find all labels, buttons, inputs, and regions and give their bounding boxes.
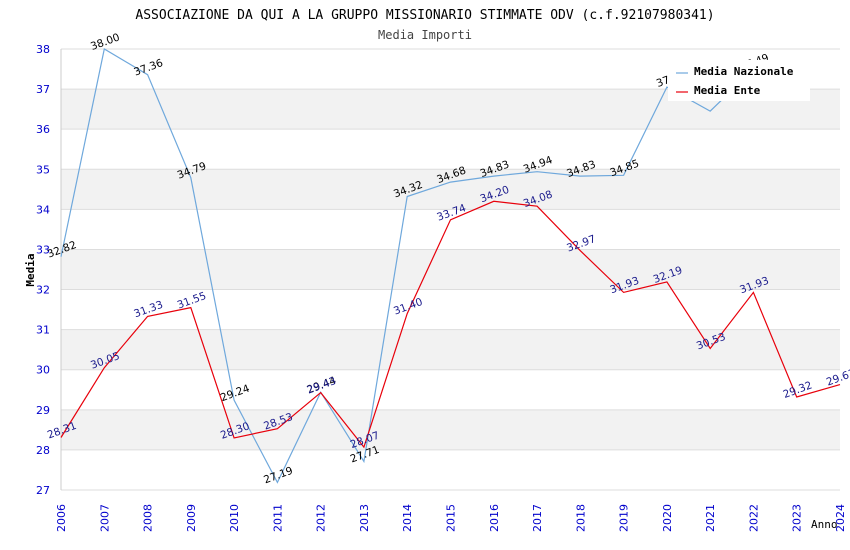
x-tick-label: 2018 — [574, 504, 587, 532]
data-label: 29.24 — [219, 382, 252, 404]
data-label: 27.19 — [262, 465, 294, 487]
data-label: 37.36 — [132, 57, 165, 79]
x-tick-label: 2021 — [704, 504, 717, 532]
plot-background-bands — [61, 89, 840, 450]
x-tick-label: 2016 — [488, 504, 501, 532]
data-label: 31.55 — [176, 290, 208, 312]
x-tick-label: 2010 — [228, 504, 241, 532]
y-tick-label: 32 — [36, 284, 50, 297]
y-axis-label: Media — [24, 253, 37, 286]
grid-band — [61, 249, 840, 290]
x-axis-ticks: 2006 2007 2008 2009 2010 2011 2012 2013 2014 2015… — [55, 504, 847, 532]
x-tick-label: 2019 — [618, 504, 631, 532]
data-label: 29.32 — [782, 379, 814, 401]
x-tick-label: 2017 — [531, 504, 544, 532]
x-tick-label: 2009 — [185, 504, 198, 532]
y-tick-label: 30 — [36, 364, 50, 377]
x-tick-label: 2006 — [55, 504, 68, 532]
grid-lines — [60, 48, 840, 491]
x-tick-label: 2014 — [401, 504, 414, 532]
y-tick-label: 34 — [36, 203, 50, 216]
x-tick-label: 2012 — [315, 504, 328, 532]
x-tick-label: 2013 — [358, 504, 371, 532]
legend-box — [668, 60, 810, 101]
x-tick-label: 2007 — [98, 504, 111, 532]
x-tick-label: 2022 — [747, 504, 760, 532]
data-label: 31.40 — [392, 296, 424, 318]
y-tick-label: 38 — [36, 43, 50, 56]
grid-band — [61, 409, 840, 450]
grid-band — [61, 169, 840, 210]
chart-title: ASSOCIAZIONE DA QUI A LA GRUPPO MISSIONA… — [135, 8, 714, 23]
grid-band — [61, 329, 840, 370]
chart-subtitle: Media Importi — [378, 28, 472, 42]
x-tick-label: 2008 — [142, 504, 155, 532]
legend-label-media-nazionale: Media Nazionale — [694, 65, 794, 78]
series-line-media-nazionale — [60, 48, 754, 484]
x-tick-label: 2011 — [271, 504, 284, 532]
y-tick-label: 36 — [36, 123, 50, 136]
legend-label-media-ente: Media Ente — [694, 84, 761, 97]
y-tick-label: 28 — [36, 444, 50, 457]
y-tick-label: 33 — [36, 243, 50, 256]
x-tick-label: 2024 — [834, 504, 847, 532]
y-axis-ticks: 27 28 29 30 31 32 33 34 35 36 37 38 — [36, 43, 50, 497]
x-axis-label: Anno — [811, 518, 838, 531]
legend: Media Nazionale Media Ente — [668, 60, 810, 101]
x-tick-label: 2020 — [661, 504, 674, 532]
x-tick-label: 2015 — [445, 504, 458, 532]
y-tick-label: 35 — [36, 163, 50, 176]
data-label: 31.33 — [132, 299, 164, 321]
y-tick-label: 31 — [36, 324, 50, 337]
y-tick-label: 29 — [36, 404, 50, 417]
series-lines — [60, 48, 841, 484]
y-tick-label: 27 — [36, 484, 50, 497]
series-line-media-ente — [60, 200, 841, 449]
y-tick-label: 37 — [36, 83, 50, 96]
x-tick-label: 2023 — [791, 504, 804, 532]
